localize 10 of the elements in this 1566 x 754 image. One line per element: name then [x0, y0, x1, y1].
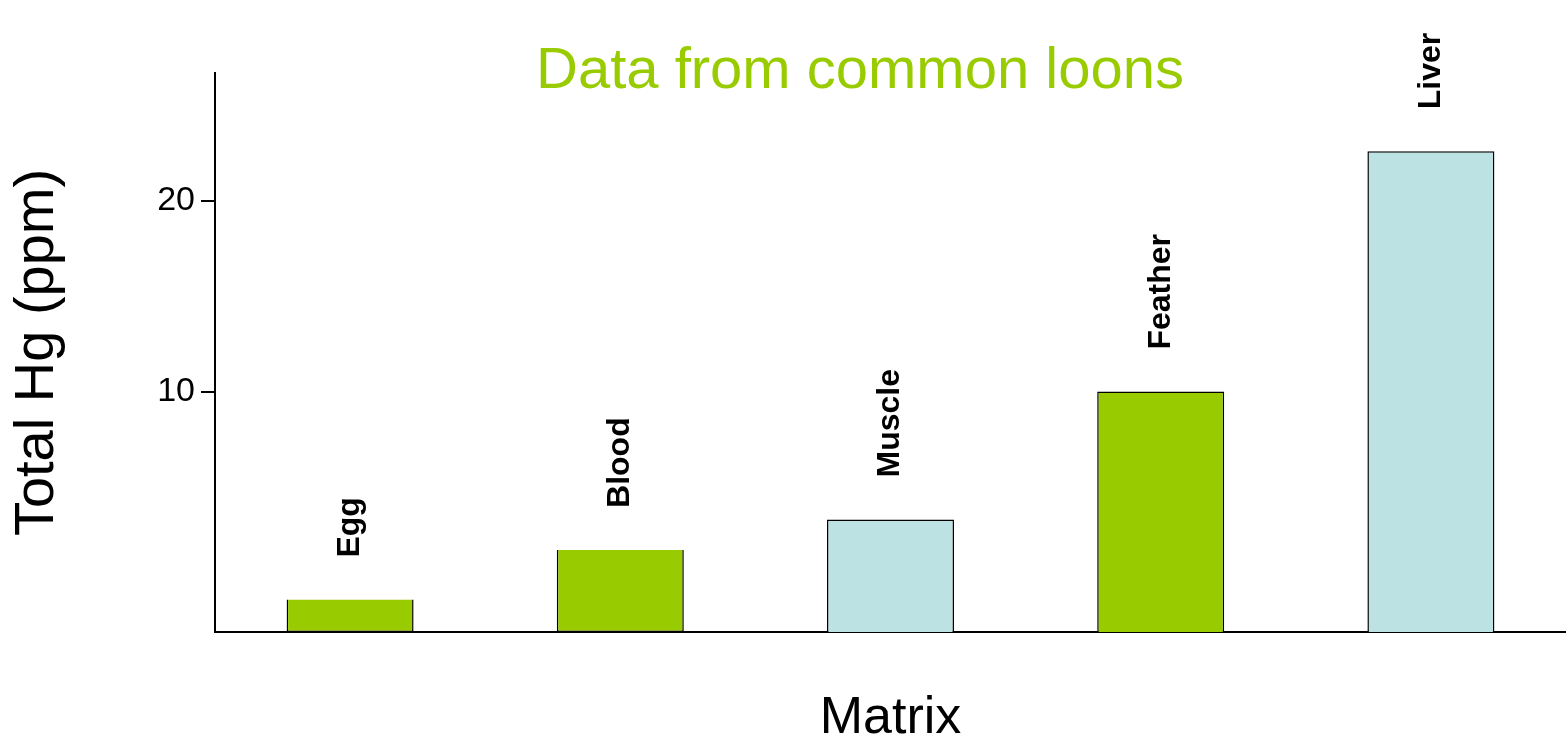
y-axis-title: Total Hg (ppm) — [2, 168, 66, 537]
x-tick-label: Egg — [329, 497, 366, 558]
x-tick-label: Feather — [1140, 234, 1177, 350]
y-tick-label: 10 — [157, 369, 195, 408]
x-tick-label: Blood — [600, 417, 637, 508]
x-tick-label: Muscle — [870, 368, 907, 478]
chart-title: Data from common loons — [536, 35, 1184, 100]
y-tick-label: 20 — [157, 179, 195, 218]
x-tick-label: Liver — [1410, 32, 1447, 110]
x-axis-title: Matrix — [819, 686, 962, 745]
